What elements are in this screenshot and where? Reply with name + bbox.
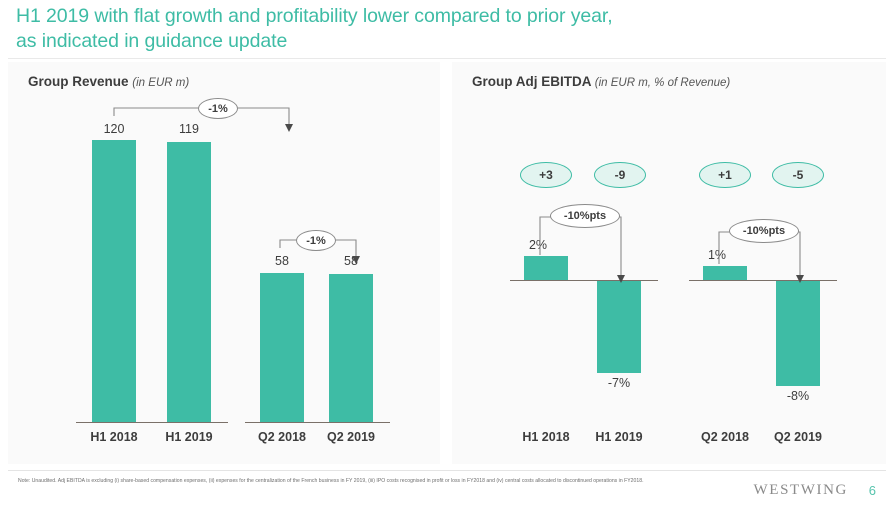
ebitda-cat-h1-2018: H1 2018 xyxy=(522,430,570,444)
ebitda-bar-q2-2019 xyxy=(776,281,820,386)
ebitda-q2-2019-value: -8% xyxy=(786,389,810,403)
chart-title-group-adj-ebitda: Group Adj EBITDA (in EUR m, % of Revenue… xyxy=(472,74,730,89)
chart-title-text: Group Adj EBITDA xyxy=(472,74,591,89)
ebitda-bar-q2-2018 xyxy=(703,266,747,280)
ebitda-bar-h1-2018 xyxy=(524,256,568,280)
revenue-bar-h1-2018 xyxy=(92,140,136,422)
revenue-bar-q2-2018 xyxy=(260,273,304,422)
ebitda-bar-h1-2019 xyxy=(597,281,641,373)
ebitda-q2-connector xyxy=(718,231,804,283)
title-divider xyxy=(8,58,886,59)
chart-panel-group-adj-ebitda: Group Adj EBITDA (in EUR m, % of Revenue… xyxy=(452,62,886,464)
revenue-q2-2018-value: 58 xyxy=(275,254,289,268)
footer-divider xyxy=(8,470,886,471)
ebitda-h1-2018-value: 2% xyxy=(528,238,548,252)
page-title: H1 2019 with flat growth and profitabili… xyxy=(16,4,856,54)
chart-title-group-revenue: Group Revenue (in EUR m) xyxy=(28,74,189,89)
chart-panel-group-revenue: Group Revenue (in EUR m) -1% 120 119 H1 … xyxy=(8,62,440,464)
revenue-q2-change-callout: -1% xyxy=(296,230,336,251)
chart-title-text: Group Revenue xyxy=(28,74,129,89)
ebitda-h1-2019-value: -7% xyxy=(607,376,631,390)
ebitda-cat-q2-2019: Q2 2019 xyxy=(774,430,822,444)
page-number: 6 xyxy=(868,483,876,498)
revenue-h1-2018-value: 120 xyxy=(103,122,125,136)
revenue-cat-q2-2018: Q2 2018 xyxy=(258,430,306,444)
ebitda-cat-h1-2019: H1 2019 xyxy=(595,430,643,444)
ebitda-q2-zero-axis xyxy=(689,280,837,281)
revenue-q2-axis xyxy=(245,422,390,423)
ebitda-q2-change-callout: -10%pts xyxy=(729,219,799,243)
revenue-cat-h1-2019: H1 2019 xyxy=(165,430,213,444)
ebitda-h1-change-callout: -10%pts xyxy=(550,204,620,228)
ebitda-badge-q2-2018: +1 xyxy=(699,162,751,188)
ebitda-cat-q2-2018: Q2 2018 xyxy=(701,430,749,444)
revenue-h1-axis xyxy=(76,422,228,423)
page-title-line1: H1 2019 with flat growth and profitabili… xyxy=(16,5,613,27)
ebitda-h1-zero-axis xyxy=(510,280,658,281)
plot-area-ebitda: +3 -9 -10%pts 2% -7% H1 2018 H1 2019 +1 … xyxy=(452,62,886,464)
revenue-cat-q2-2019: Q2 2019 xyxy=(327,430,375,444)
revenue-h1-change-callout: -1% xyxy=(198,98,238,119)
revenue-h1-2019-value: 119 xyxy=(179,122,199,136)
chart-subtitle-text: (in EUR m, % of Revenue) xyxy=(594,77,731,89)
footnote: Note: Unaudited. Adj EBITDA is excluding… xyxy=(18,478,644,484)
plot-area-revenue: -1% 120 119 H1 2018 H1 2019 -1% 58 58 Q xyxy=(8,62,440,464)
revenue-bar-h1-2019 xyxy=(167,142,211,422)
revenue-h1-connector xyxy=(113,107,293,132)
ebitda-badge-h1-2019: -9 xyxy=(594,162,646,188)
revenue-cat-h1-2018: H1 2018 xyxy=(90,430,138,444)
revenue-bar-q2-2019 xyxy=(329,274,373,422)
ebitda-badge-q2-2019: -5 xyxy=(772,162,824,188)
chart-subtitle-text: (in EUR m) xyxy=(132,77,190,89)
ebitda-q2-2018-value: 1% xyxy=(707,248,727,262)
revenue-q2-connector xyxy=(279,239,360,264)
page-title-line2: as indicated in guidance update xyxy=(16,30,288,52)
westwing-logo: WESTWING xyxy=(753,482,848,498)
ebitda-badge-h1-2018: +3 xyxy=(520,162,572,188)
